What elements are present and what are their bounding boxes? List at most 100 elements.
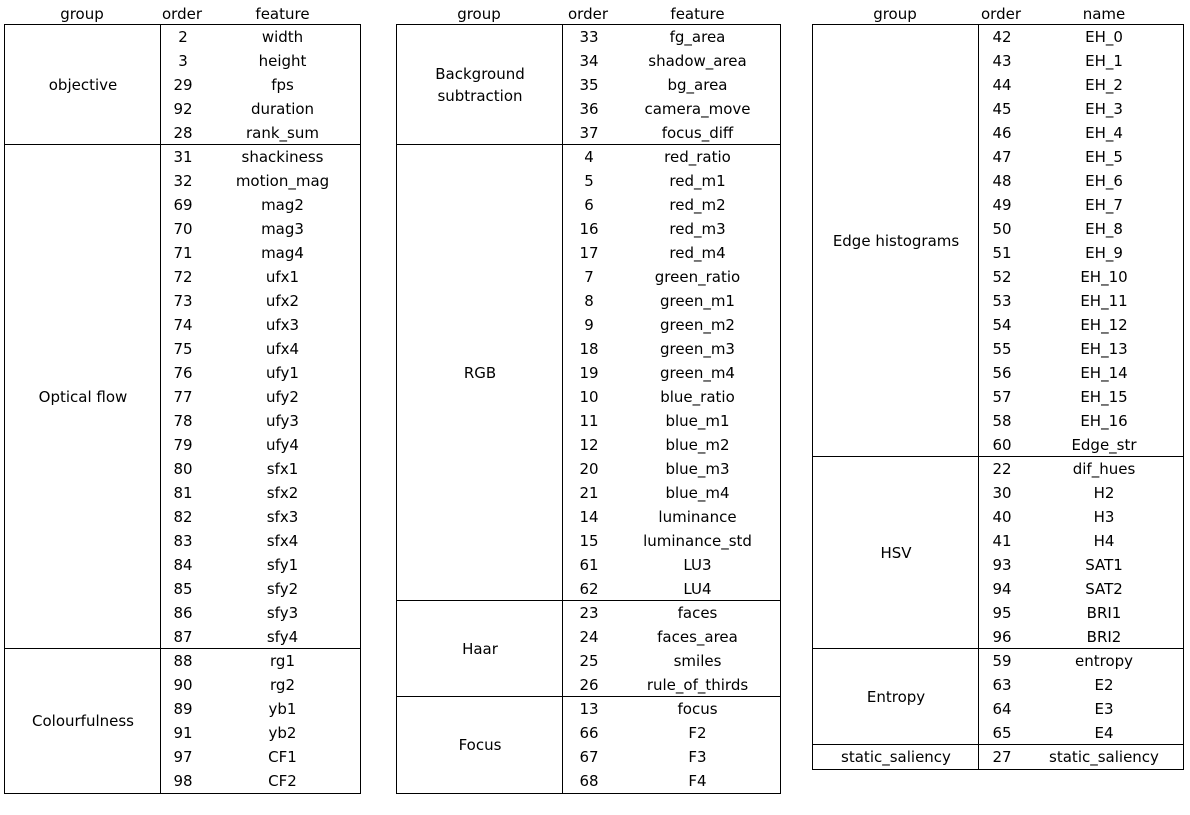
order-cell: 35 bbox=[579, 76, 599, 94]
order-cell: 49 bbox=[992, 196, 1012, 214]
order-cell: 89 bbox=[173, 700, 193, 718]
order-cell: 2 bbox=[178, 28, 188, 46]
order-cell: 11 bbox=[579, 412, 599, 430]
table-row: 26 rule_of_thirds bbox=[397, 673, 780, 697]
feature-cell: H4 bbox=[1093, 532, 1115, 550]
group-label: Optical flow bbox=[38, 388, 128, 406]
order-cell: 4 bbox=[584, 148, 594, 166]
table-row: 91 yb2 bbox=[5, 721, 360, 745]
column-header-name: name bbox=[1082, 5, 1126, 23]
feature-cell: shadow_area bbox=[648, 52, 747, 70]
feature-cell: EH_11 bbox=[1080, 292, 1128, 310]
order-cell: 93 bbox=[992, 556, 1012, 574]
feature-cell: fps bbox=[271, 76, 294, 94]
table-row: 67 F3 bbox=[397, 745, 780, 769]
order-cell: 54 bbox=[992, 316, 1012, 334]
order-cell: 18 bbox=[579, 340, 599, 358]
feature-cell: F3 bbox=[688, 748, 707, 766]
table-row: 45 EH_3 bbox=[813, 97, 1183, 121]
feature-cell: red_m1 bbox=[669, 172, 726, 190]
table-row: 3 height bbox=[5, 49, 360, 73]
table-row: 4 red_ratio bbox=[397, 145, 780, 169]
feature-cell: luminance bbox=[658, 508, 737, 526]
table-row: 19 green_m4 bbox=[397, 361, 780, 385]
order-cell: 19 bbox=[579, 364, 599, 382]
feature-cell: blue_m2 bbox=[665, 436, 730, 454]
feature-cell: sfy1 bbox=[266, 556, 299, 574]
feature-cell: EH_2 bbox=[1085, 76, 1123, 94]
table-row: 65 E4 bbox=[813, 721, 1183, 745]
order-cell: 73 bbox=[173, 292, 193, 310]
table-row: 22 dif_hues bbox=[813, 457, 1183, 481]
feature-cell: BRI1 bbox=[1086, 604, 1122, 622]
column-divider bbox=[978, 25, 979, 769]
table-row: 58 EH_16 bbox=[813, 409, 1183, 433]
feature-cell: mag2 bbox=[261, 196, 304, 214]
column-header-group: group bbox=[457, 5, 501, 23]
table-row: 42 EH_0 bbox=[813, 25, 1183, 49]
feature-cell: F2 bbox=[688, 724, 707, 742]
table-row: 68 F4 bbox=[397, 769, 780, 793]
order-cell: 37 bbox=[579, 124, 599, 142]
order-cell: 83 bbox=[173, 532, 193, 550]
table-body: Background subtraction 33 fg_area 34 shadow_… bbox=[396, 24, 781, 794]
group-label: Background subtraction bbox=[435, 65, 525, 105]
table-row: 96 BRI2 bbox=[813, 625, 1183, 649]
group-label: Entropy bbox=[866, 688, 926, 706]
table-row: 93 SAT1 bbox=[813, 553, 1183, 577]
order-cell: 94 bbox=[992, 580, 1012, 598]
order-cell: 64 bbox=[992, 700, 1012, 718]
order-cell: 66 bbox=[579, 724, 599, 742]
feature-cell: green_m2 bbox=[660, 316, 735, 334]
table-row: 81 sfx2 bbox=[5, 481, 360, 505]
feature-cell: yb2 bbox=[268, 724, 297, 742]
order-cell: 68 bbox=[579, 772, 599, 790]
feature-cell: red_m2 bbox=[669, 196, 726, 214]
order-cell: 34 bbox=[579, 52, 599, 70]
order-cell: 82 bbox=[173, 508, 193, 526]
order-cell: 91 bbox=[173, 724, 193, 742]
table-header: group order name bbox=[812, 5, 1184, 23]
group-label: HSV bbox=[880, 544, 912, 562]
order-cell: 20 bbox=[579, 460, 599, 478]
order-cell: 41 bbox=[992, 532, 1012, 550]
group-label: Colourfulness bbox=[32, 712, 134, 730]
table-row: 6 red_m2 bbox=[397, 193, 780, 217]
feature-cell: luminance_std bbox=[643, 532, 752, 550]
order-cell: 69 bbox=[173, 196, 193, 214]
column-header-group: group bbox=[873, 5, 917, 23]
order-cell: 61 bbox=[579, 556, 599, 574]
order-cell: 42 bbox=[992, 28, 1012, 46]
table-row: 25 smiles bbox=[397, 649, 780, 673]
order-cell: 63 bbox=[992, 676, 1012, 694]
feature-cell: EH_15 bbox=[1080, 388, 1128, 406]
table-row: 80 sfx1 bbox=[5, 457, 360, 481]
feature-cell: EH_4 bbox=[1085, 124, 1123, 142]
feature-cell: EH_8 bbox=[1085, 220, 1123, 238]
feature-cell: width bbox=[261, 28, 304, 46]
feature-cell: blue_ratio bbox=[660, 388, 735, 406]
table-row: 35 bg_area bbox=[397, 73, 780, 97]
group-section bbox=[397, 145, 780, 601]
table-row: 9 green_m2 bbox=[397, 313, 780, 337]
feature-cell: LU4 bbox=[683, 580, 712, 598]
feature-cell: faces bbox=[677, 604, 718, 622]
order-cell: 25 bbox=[579, 652, 599, 670]
order-cell: 45 bbox=[992, 100, 1012, 118]
table-row: 7 green_ratio bbox=[397, 265, 780, 289]
feature-cell: dif_hues bbox=[1072, 460, 1136, 478]
order-cell: 85 bbox=[173, 580, 193, 598]
feature-cell: focus bbox=[677, 700, 718, 718]
order-cell: 43 bbox=[992, 52, 1012, 70]
order-cell: 75 bbox=[173, 340, 193, 358]
order-cell: 24 bbox=[579, 628, 599, 646]
table-row: 82 sfx3 bbox=[5, 505, 360, 529]
order-cell: 3 bbox=[178, 52, 188, 70]
order-cell: 23 bbox=[579, 604, 599, 622]
table-row: 36 camera_move bbox=[397, 97, 780, 121]
table-row: 64 E3 bbox=[813, 697, 1183, 721]
table-row: 55 EH_13 bbox=[813, 337, 1183, 361]
order-cell: 67 bbox=[579, 748, 599, 766]
table-row: 70 mag3 bbox=[5, 217, 360, 241]
feature-cell: ufy2 bbox=[266, 388, 299, 406]
